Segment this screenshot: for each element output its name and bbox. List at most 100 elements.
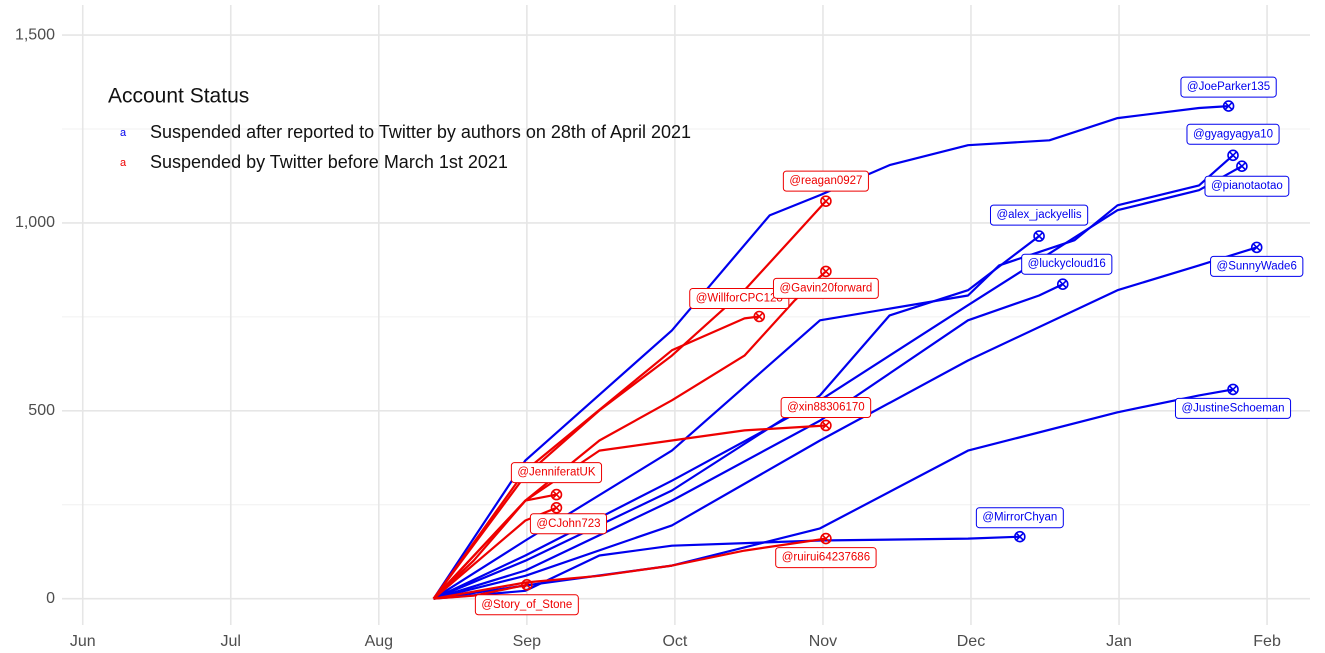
series-line <box>433 535 1020 600</box>
series-label: @JoeParker135 <box>1180 76 1277 98</box>
marker-circle <box>1222 100 1235 112</box>
series-label: @xin88306170 <box>780 396 872 418</box>
label-text: @JustineSchoeman <box>1181 402 1284 414</box>
series-line <box>432 105 1229 600</box>
label-box <box>1204 175 1290 197</box>
label-text: @MirrorChyan <box>982 512 1057 524</box>
legend-key: a <box>120 157 127 169</box>
x-tick-label: Jul <box>221 633 241 650</box>
label-box <box>772 277 879 299</box>
end-marker <box>1227 149 1239 162</box>
y-tick-label: 0 <box>46 590 55 607</box>
marker-circle <box>1014 530 1026 543</box>
series-line <box>433 154 1234 600</box>
marker-circle <box>1227 149 1239 162</box>
series-line <box>433 246 1258 600</box>
series-line <box>432 506 557 600</box>
marker-cross <box>821 421 830 430</box>
marker-circle <box>820 532 832 545</box>
series-line <box>433 165 1243 600</box>
series-label: @ruirui64237686 <box>775 547 877 569</box>
series-label: @JenniferatUK <box>510 462 603 484</box>
y-tick-label: 1,500 <box>15 26 55 43</box>
label-text: @luckycloud16 <box>1028 258 1106 270</box>
label-box <box>1186 123 1280 145</box>
label-text: @reagan0927 <box>789 175 862 187</box>
series-label: @JustineSchoeman <box>1174 397 1292 419</box>
label-box <box>989 204 1089 226</box>
label-box <box>1180 76 1277 98</box>
label-box <box>474 594 579 616</box>
label-text: @Gavin20forward <box>779 282 872 294</box>
series-line <box>433 235 1040 600</box>
x-tick-label: Nov <box>809 633 837 650</box>
end-marker <box>550 501 563 514</box>
marker-circle <box>1250 241 1263 254</box>
label-text: @JoeParker135 <box>1187 81 1270 93</box>
end-marker <box>1236 160 1248 172</box>
label-text: @WillforCPC128 <box>696 293 783 305</box>
label-text: @CJohn723 <box>536 518 600 530</box>
label-box <box>529 513 608 535</box>
series-line <box>433 583 528 600</box>
legend-title: Account Status <box>108 85 249 108</box>
marker-cross <box>1237 162 1246 171</box>
label-text: @pianotaotao <box>1211 180 1283 192</box>
marker-circle <box>1056 278 1069 290</box>
end-marker <box>820 265 832 278</box>
series-label: @gyagyagya10 <box>1186 123 1280 145</box>
y-tick-label: 500 <box>28 402 55 419</box>
label-box <box>782 170 869 192</box>
marker-cross <box>1035 232 1044 241</box>
end-marker <box>550 488 563 501</box>
series-line <box>432 315 760 600</box>
end-marker <box>1222 100 1235 112</box>
label-text: @JenniferatUK <box>517 467 595 479</box>
end-marker <box>820 419 832 432</box>
end-marker <box>1014 530 1026 543</box>
end-marker <box>1250 241 1263 254</box>
series-line <box>433 283 1064 600</box>
end-marker <box>820 532 832 545</box>
end-marker <box>753 310 766 323</box>
marker-circle <box>820 265 832 278</box>
marker-circle <box>753 310 766 323</box>
label-box <box>1021 253 1113 275</box>
series-line <box>432 424 826 600</box>
marker-circle <box>1033 230 1045 242</box>
marker-circle <box>521 578 533 591</box>
end-marker <box>1056 278 1069 290</box>
marker-circle <box>820 419 832 432</box>
series-label: @MirrorChyan <box>975 507 1064 529</box>
label-box <box>510 462 603 484</box>
marker-cross <box>1058 280 1067 289</box>
end-marker <box>1033 230 1045 242</box>
series-line <box>433 537 827 600</box>
label-text: @gyagyagya10 <box>1193 128 1273 140</box>
end-marker <box>1227 383 1239 396</box>
label-text: @SunnyWade6 <box>1217 260 1297 272</box>
series-label: @luckycloud16 <box>1021 253 1113 275</box>
marker-cross <box>552 503 561 512</box>
marker-cross <box>821 197 830 206</box>
series-label: @alex_jackyellis <box>989 204 1089 226</box>
end-marker <box>820 195 832 207</box>
marker-cross <box>1252 243 1261 252</box>
label-text: @alex_jackyellis <box>996 209 1081 221</box>
y-tick-label: 1,000 <box>15 214 55 231</box>
x-tick-label: Jan <box>1106 633 1132 650</box>
x-tick-label: Sep <box>513 633 542 650</box>
marker-cross <box>821 534 830 543</box>
marker-cross <box>1015 532 1024 541</box>
marker-circle <box>550 501 563 514</box>
marker-cross <box>522 580 531 589</box>
label-box <box>1210 255 1304 277</box>
series-label: @SunnyWade6 <box>1210 255 1304 277</box>
marker-cross <box>1228 385 1238 394</box>
label-box <box>780 396 872 418</box>
label-text: @ruirui64237686 <box>782 552 870 564</box>
series-label: @CJohn723 <box>529 513 608 535</box>
label-text: @xin88306170 <box>787 402 865 414</box>
series-label: @pianotaotao <box>1204 175 1290 197</box>
